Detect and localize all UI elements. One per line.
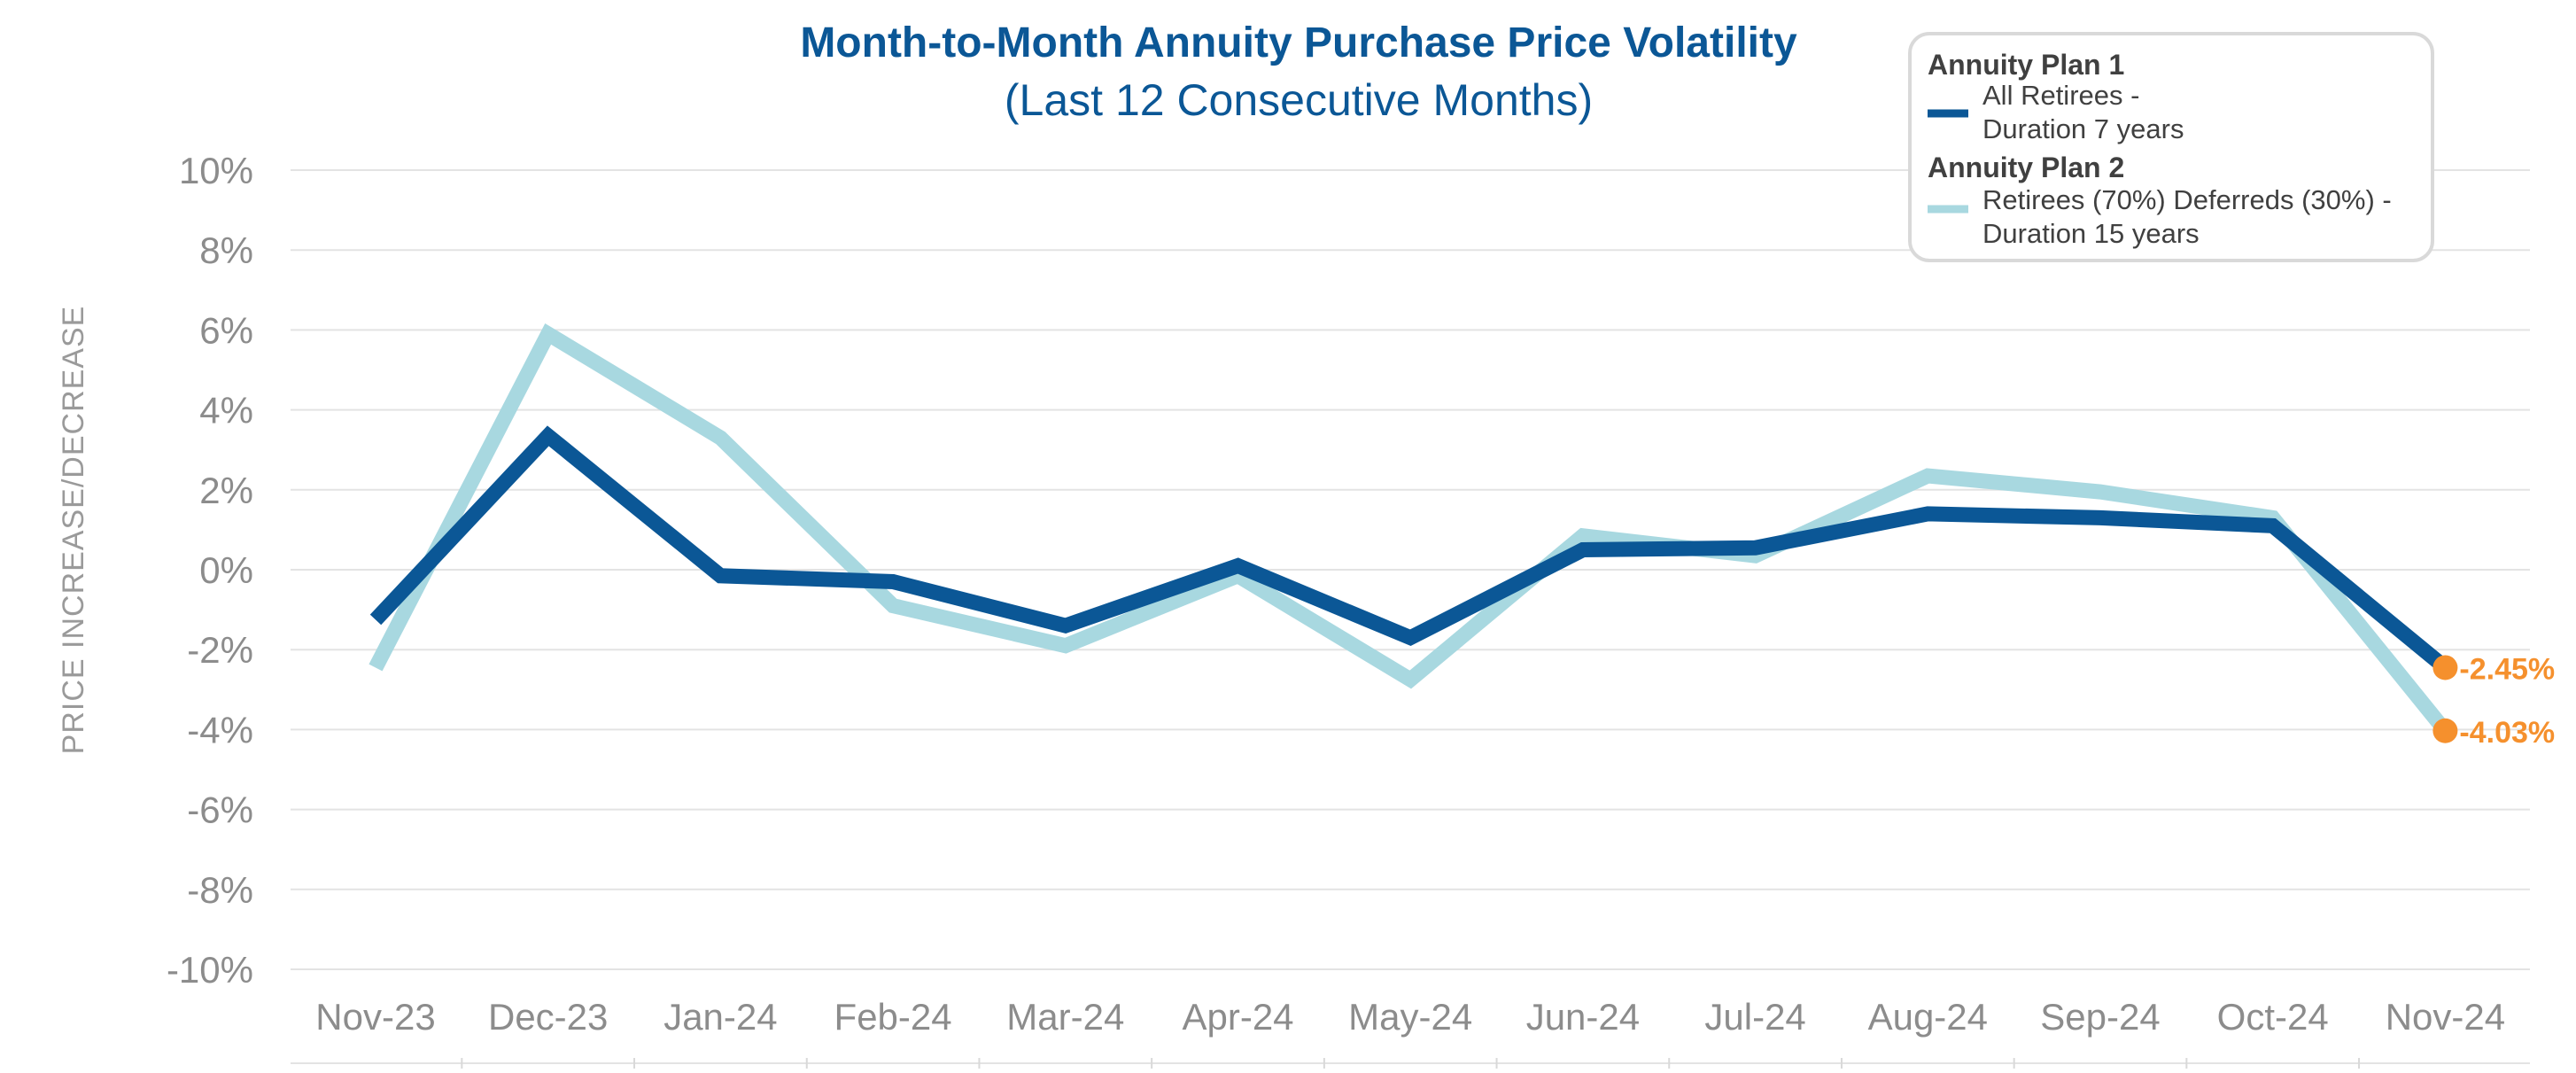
end-markers: -2.45% -4.03% (2432, 652, 2555, 750)
series-line-plan-2 (369, 323, 2452, 736)
y-axis-label: PRICE INCREASE/DECREASE (57, 306, 90, 755)
y-tick-label: 6% (199, 309, 253, 351)
y-axis-ticks: 10% 8% 6% 4% 2% 0% -2% -4% -6% -8% -10% (167, 150, 253, 991)
x-tick-label: Nov-23 (315, 996, 435, 1038)
x-tick-label: Dec-23 (488, 996, 608, 1038)
legend-text-plan-1-line-2: Duration 7 years (1982, 113, 2184, 144)
y-tick-label: 0% (199, 549, 253, 591)
data-label-plan-2: -4.03% (2459, 716, 2555, 750)
y-tick-label: 10% (179, 150, 253, 191)
legend-text-plan-2-line-1: Retirees (70%) Deferreds (30%) - (1982, 184, 2392, 215)
data-label-plan-1: -2.45% (2459, 652, 2555, 686)
legend: Annuity Plan 1 All Retirees - Duration 7… (1908, 32, 2434, 262)
x-tick-label: May-24 (1348, 996, 1472, 1038)
x-tick-label: Jan-24 (663, 996, 777, 1038)
y-tick-label: 4% (199, 390, 253, 432)
x-tick-label: Jul-24 (1704, 996, 1805, 1038)
x-tick-label: Feb-24 (834, 996, 952, 1038)
x-tick-label: Nov-24 (2386, 996, 2505, 1038)
y-tick-label: 2% (199, 470, 253, 511)
legend-heading-plan-1: Annuity Plan 1 (1928, 49, 2124, 81)
gridlines (291, 169, 2530, 1064)
end-point-marker-plan-2 (2432, 718, 2458, 743)
y-tick-label: -4% (187, 709, 253, 750)
y-tick-label: -6% (187, 789, 253, 831)
series-lines (369, 323, 2452, 736)
chart-title: Month-to-Month Annuity Purchase Price Vo… (800, 19, 1797, 66)
y-tick-label: -8% (187, 869, 253, 911)
end-point-marker-plan-1 (2432, 655, 2458, 680)
x-tick-label: Apr-24 (1182, 996, 1293, 1038)
x-tick-label: Mar-24 (1006, 996, 1124, 1038)
series-line-plan-1 (369, 425, 2450, 674)
legend-heading-plan-2: Annuity Plan 2 (1928, 152, 2124, 183)
legend-text-plan-2-line-2: Duration 15 years (1982, 218, 2200, 249)
legend-text-plan-1-line-1: All Retirees - (1982, 80, 2139, 111)
x-tick-label: Aug-24 (1868, 996, 1988, 1038)
y-tick-label: 8% (199, 229, 253, 271)
x-tick-label: Oct-24 (2217, 996, 2329, 1038)
y-tick-label: -10% (167, 949, 253, 991)
x-axis-ticks: Nov-23 Dec-23 Jan-24 Feb-24 Mar-24 Apr-24 May-… (315, 996, 2505, 1069)
chart-subtitle: (Last 12 Consecutive Months) (1005, 75, 1593, 125)
x-tick-label: Jun-24 (1526, 996, 1640, 1038)
y-tick-label: -2% (187, 629, 253, 671)
x-tick-label: Sep-24 (2040, 996, 2160, 1038)
legend-box (1908, 32, 2434, 262)
